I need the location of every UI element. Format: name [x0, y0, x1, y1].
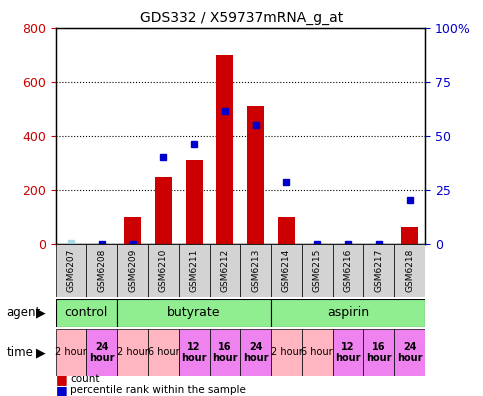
- Text: butyrate: butyrate: [167, 307, 221, 319]
- Bar: [216, 55, 233, 244]
- Text: 12
hour: 12 hour: [181, 342, 207, 363]
- Text: GSM6209: GSM6209: [128, 249, 137, 292]
- Text: 24
hour: 24 hour: [243, 342, 269, 363]
- Text: GSM6210: GSM6210: [159, 249, 168, 292]
- Bar: [394, 329, 425, 376]
- Text: 2 hour: 2 hour: [117, 347, 148, 358]
- Bar: [302, 329, 333, 376]
- Bar: [179, 244, 210, 297]
- Bar: [364, 244, 394, 297]
- Bar: [210, 329, 240, 376]
- Text: 6 hour: 6 hour: [301, 347, 333, 358]
- Bar: [117, 299, 271, 327]
- Text: GDS332 / X59737mRNA_g_at: GDS332 / X59737mRNA_g_at: [140, 11, 343, 25]
- Bar: [210, 244, 240, 297]
- Text: GSM6216: GSM6216: [343, 249, 353, 292]
- Bar: [241, 244, 271, 297]
- Bar: [271, 329, 302, 376]
- Text: GSM6214: GSM6214: [282, 249, 291, 292]
- Bar: [241, 329, 271, 376]
- Text: 2 hour: 2 hour: [270, 347, 302, 358]
- Bar: [302, 244, 333, 297]
- Text: 16
hour: 16 hour: [366, 342, 392, 363]
- Text: GSM6208: GSM6208: [97, 249, 106, 292]
- Bar: [56, 299, 117, 327]
- Text: GSM6212: GSM6212: [220, 249, 229, 292]
- Bar: [148, 244, 179, 297]
- Text: ■: ■: [56, 384, 67, 396]
- Bar: [179, 329, 210, 376]
- Text: control: control: [65, 307, 108, 319]
- Bar: [117, 244, 148, 297]
- Bar: [394, 244, 425, 297]
- Text: ■: ■: [56, 395, 67, 396]
- Bar: [247, 106, 264, 244]
- Text: GSM6211: GSM6211: [190, 249, 199, 292]
- Text: count: count: [70, 374, 99, 385]
- Text: ■: ■: [56, 373, 67, 386]
- Text: 24
hour: 24 hour: [397, 342, 423, 363]
- Text: GSM6218: GSM6218: [405, 249, 414, 292]
- Bar: [86, 329, 117, 376]
- Bar: [333, 329, 364, 376]
- Text: ▶: ▶: [36, 346, 46, 359]
- Text: aspirin: aspirin: [327, 307, 369, 319]
- Bar: [364, 329, 394, 376]
- Text: 24
hour: 24 hour: [89, 342, 114, 363]
- Bar: [271, 244, 302, 297]
- Bar: [401, 227, 418, 244]
- Text: agent: agent: [6, 307, 41, 319]
- Bar: [124, 217, 141, 244]
- Bar: [56, 244, 86, 297]
- Bar: [333, 244, 364, 297]
- Bar: [148, 329, 179, 376]
- Bar: [185, 160, 202, 244]
- Text: time: time: [6, 346, 33, 359]
- Text: percentile rank within the sample: percentile rank within the sample: [70, 385, 246, 396]
- Text: 2 hour: 2 hour: [55, 347, 87, 358]
- Text: GSM6215: GSM6215: [313, 249, 322, 292]
- Bar: [278, 217, 295, 244]
- Text: GSM6217: GSM6217: [374, 249, 384, 292]
- Bar: [56, 329, 86, 376]
- Text: GSM6207: GSM6207: [67, 249, 75, 292]
- Text: 6 hour: 6 hour: [147, 347, 179, 358]
- Text: 12
hour: 12 hour: [335, 342, 361, 363]
- Bar: [86, 244, 117, 297]
- Bar: [155, 177, 172, 244]
- Text: ▶: ▶: [36, 307, 46, 319]
- Bar: [271, 299, 425, 327]
- Bar: [117, 329, 148, 376]
- Text: GSM6213: GSM6213: [251, 249, 260, 292]
- Text: 16
hour: 16 hour: [212, 342, 238, 363]
